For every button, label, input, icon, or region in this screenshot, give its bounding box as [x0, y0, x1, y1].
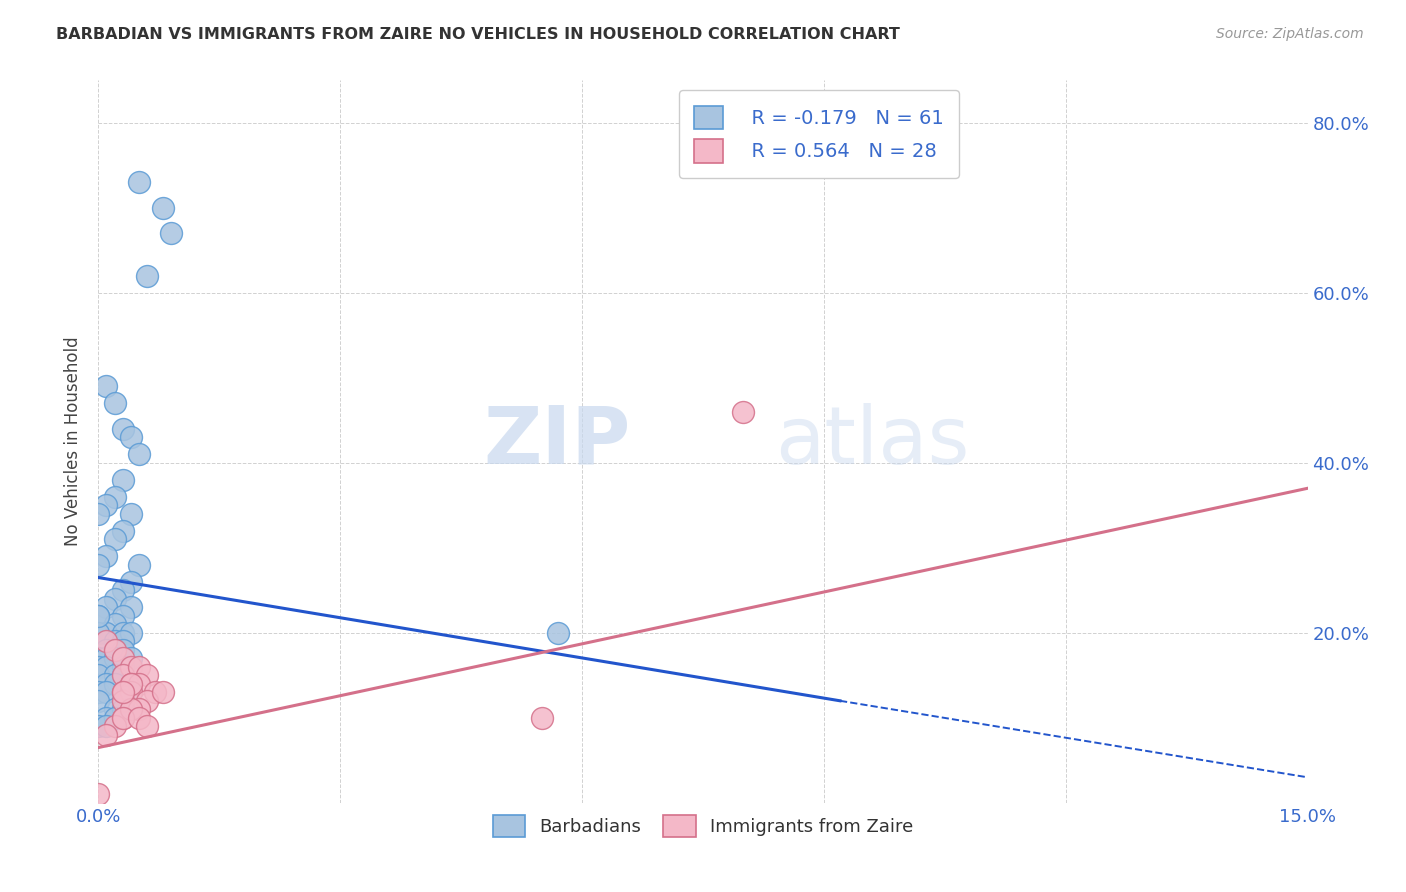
Point: [87, 694, 110, 708]
Point: [111, 668, 134, 682]
Point: [111, 685, 134, 699]
Point: [111, 711, 134, 725]
Point: [103, 702, 125, 716]
Point: [120, 507, 142, 521]
Point: [96, 642, 118, 657]
Point: [152, 685, 174, 699]
Point: [547, 625, 569, 640]
Point: [111, 668, 134, 682]
Point: [87, 625, 110, 640]
Point: [530, 711, 553, 725]
Point: [87, 668, 110, 682]
Point: [111, 702, 134, 716]
Point: [96, 651, 118, 665]
Point: [111, 685, 134, 699]
Point: [96, 498, 118, 512]
Point: [128, 677, 150, 691]
Point: [111, 711, 134, 725]
Point: [733, 405, 755, 419]
Point: [120, 574, 142, 589]
Point: [128, 702, 150, 716]
Point: [111, 524, 134, 538]
Point: [87, 719, 110, 733]
Point: [120, 685, 142, 699]
Point: [103, 396, 125, 410]
Legend: Barbadians, Immigrants from Zaire: Barbadians, Immigrants from Zaire: [485, 808, 921, 845]
Point: [128, 175, 150, 189]
Point: [103, 668, 125, 682]
Point: [128, 447, 150, 461]
Point: [103, 591, 125, 606]
Point: [87, 507, 110, 521]
Point: [87, 787, 110, 801]
Point: [103, 642, 125, 657]
Point: [96, 728, 118, 742]
Point: [87, 685, 110, 699]
Y-axis label: No Vehicles in Household: No Vehicles in Household: [65, 336, 83, 547]
Point: [111, 642, 134, 657]
Point: [152, 201, 174, 215]
Point: [135, 694, 157, 708]
Point: [103, 490, 125, 504]
Text: Source: ZipAtlas.com: Source: ZipAtlas.com: [1216, 27, 1364, 41]
Point: [135, 668, 157, 682]
Point: [111, 608, 134, 623]
Point: [111, 422, 134, 436]
Point: [96, 677, 118, 691]
Point: [135, 268, 157, 283]
Point: [120, 430, 142, 444]
Point: [96, 660, 118, 674]
Point: [128, 558, 150, 572]
Point: [120, 677, 142, 691]
Point: [96, 711, 118, 725]
Text: atlas: atlas: [776, 402, 970, 481]
Point: [103, 719, 125, 733]
Point: [103, 634, 125, 648]
Point: [111, 625, 134, 640]
Point: [103, 617, 125, 632]
Point: [111, 583, 134, 598]
Point: [111, 694, 134, 708]
Point: [111, 634, 134, 648]
Point: [87, 660, 110, 674]
Text: ZIP: ZIP: [484, 402, 630, 481]
Point: [87, 651, 110, 665]
Point: [96, 549, 118, 564]
Point: [120, 660, 142, 674]
Point: [96, 600, 118, 615]
Point: [135, 719, 157, 733]
Point: [128, 660, 150, 674]
Point: [103, 711, 125, 725]
Point: [103, 642, 125, 657]
Point: [103, 677, 125, 691]
Point: [87, 608, 110, 623]
Point: [111, 473, 134, 487]
Point: [120, 685, 142, 699]
Point: [120, 600, 142, 615]
Point: [120, 625, 142, 640]
Point: [96, 625, 118, 640]
Point: [143, 685, 166, 699]
Point: [111, 660, 134, 674]
Point: [87, 558, 110, 572]
Point: [160, 227, 183, 241]
Point: [120, 702, 142, 716]
Text: BARBADIAN VS IMMIGRANTS FROM ZAIRE NO VEHICLES IN HOUSEHOLD CORRELATION CHART: BARBADIAN VS IMMIGRANTS FROM ZAIRE NO VE…: [56, 27, 900, 42]
Point: [120, 651, 142, 665]
Point: [128, 711, 150, 725]
Point: [111, 651, 134, 665]
Point: [103, 651, 125, 665]
Point: [96, 719, 118, 733]
Point: [103, 533, 125, 547]
Point: [96, 634, 118, 648]
Point: [87, 608, 110, 623]
Point: [96, 685, 118, 699]
Point: [120, 677, 142, 691]
Point: [96, 379, 118, 393]
Point: [111, 694, 134, 708]
